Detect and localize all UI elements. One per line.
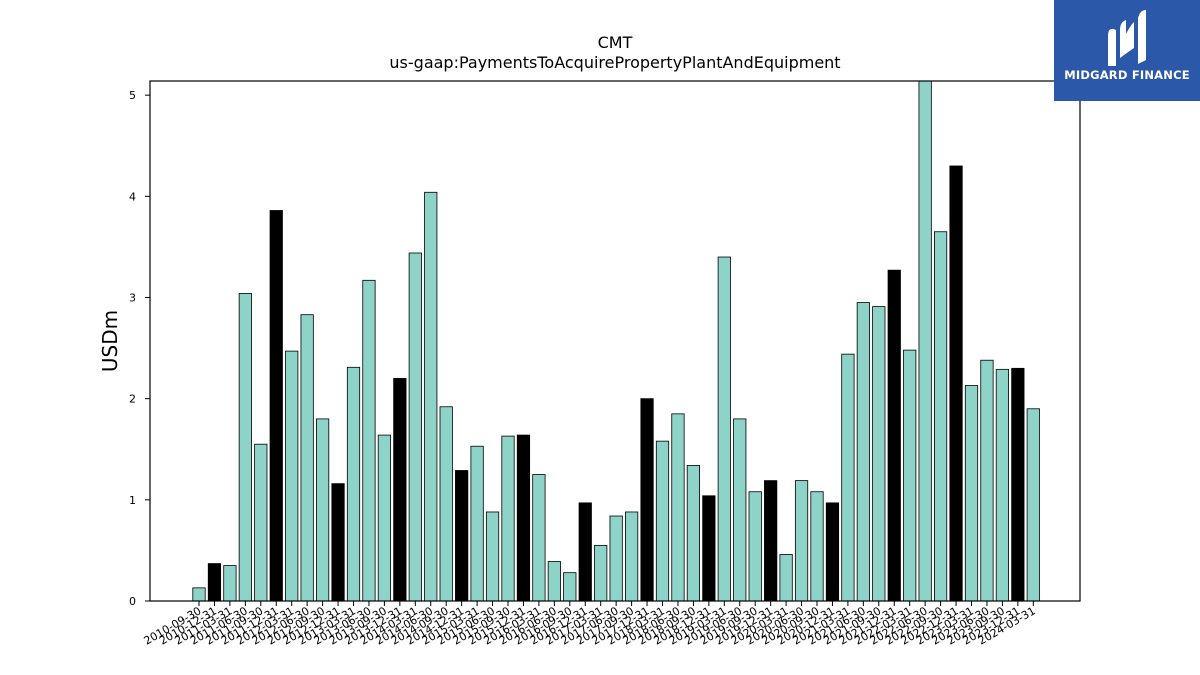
bar-2018-06-30 [671, 413, 685, 602]
bar-2024-03-31 [1026, 408, 1040, 602]
bar-2014-06-30 [424, 191, 438, 602]
bar-2022-03-31 [903, 349, 917, 602]
bar-2023-12-31 [1011, 367, 1025, 602]
bar-2015-06-30 [485, 511, 500, 602]
bar-2013-06-30 [362, 279, 376, 602]
bar-2018-12-31 [702, 495, 716, 602]
bar-2011-06-30 [238, 293, 252, 602]
bar-2011-12-31 [269, 210, 283, 602]
bar-2015-03-31 [470, 445, 484, 602]
bar-2014-03-31 [408, 252, 422, 602]
y-ticks-group: 0 1 2 3 4 5 [129, 89, 150, 608]
bar-2017-12-31 [640, 398, 654, 602]
y-tick-label: 3 [129, 291, 136, 304]
chart-subtitle: us-gaap:PaymentsToAcquirePropertyPlantAn… [389, 53, 840, 72]
bar-2013-12-31 [393, 378, 407, 602]
bar-2014-12-31 [455, 470, 469, 602]
y-tick-label: 5 [129, 89, 136, 102]
midgard-finance-logo: MIDGARD FINANCE [1054, 0, 1200, 101]
bar-2016-09-30 [563, 572, 577, 602]
bar-2019-12-31 [764, 480, 778, 602]
bar-2016-12-31 [578, 502, 592, 602]
bar-2022-06-30 [918, 80, 932, 602]
bar-2018-09-30 [686, 465, 701, 602]
bar-2022-12-31 [949, 165, 963, 602]
bars-group [192, 80, 1040, 602]
bar-2020-03-31 [779, 554, 793, 602]
bar-2013-03-31 [346, 366, 361, 602]
plot-frame [149, 80, 1081, 602]
y-tick-label: 0 [129, 595, 136, 608]
bar-2015-09-30 [501, 435, 515, 602]
bar-2023-09-30 [995, 368, 1010, 602]
bar-2016-03-31 [532, 474, 546, 602]
bar-2022-09-30 [934, 231, 948, 602]
bar-2019-06-30 [733, 418, 747, 602]
bar-2013-09-30 [377, 434, 392, 602]
midgard-logo-icon [1108, 10, 1146, 66]
bar-2012-12-31 [331, 483, 345, 602]
bar-2017-06-30 [609, 515, 623, 602]
bar-2023-03-31 [964, 385, 979, 602]
bar-2021-03-31 [841, 353, 855, 602]
x-ticks-group: 2010-09-302010-12-312011-03-312011-06-30… [142, 601, 1038, 648]
bar-2019-09-30 [748, 491, 762, 602]
bar-2021-09-30 [872, 306, 886, 602]
bar-2017-09-30 [625, 511, 639, 602]
bar-2020-12-31 [825, 502, 840, 602]
chart-title: CMT [598, 33, 633, 52]
bar-2010-09-30 [192, 587, 206, 602]
bar-2021-06-30 [856, 302, 870, 602]
bar-2016-06-30 [547, 561, 561, 602]
bar-2010-12-31 [207, 563, 222, 602]
bar-2020-06-30 [794, 480, 809, 602]
y-tick-label: 1 [129, 494, 136, 507]
y-axis-label: USDm [98, 310, 122, 372]
bar-2012-03-31 [285, 350, 299, 602]
bar-2020-09-30 [810, 491, 824, 602]
logo-text: MIDGARD FINANCE [1064, 68, 1190, 82]
bar-2023-06-30 [980, 359, 994, 602]
bar-2012-06-30 [300, 314, 314, 602]
bar-2021-12-31 [887, 269, 901, 602]
y-tick-label: 2 [129, 393, 136, 406]
bar-2017-03-31 [594, 544, 608, 602]
bar-2018-03-31 [655, 440, 670, 602]
y-tick-label: 4 [129, 190, 136, 203]
bar-2015-12-31 [516, 434, 531, 602]
bar-2011-03-31 [223, 565, 237, 602]
bar-2012-09-30 [315, 418, 330, 602]
bar-2014-09-30 [439, 406, 453, 602]
bar-2019-03-31 [717, 256, 731, 602]
bar-2011-09-30 [254, 443, 268, 602]
